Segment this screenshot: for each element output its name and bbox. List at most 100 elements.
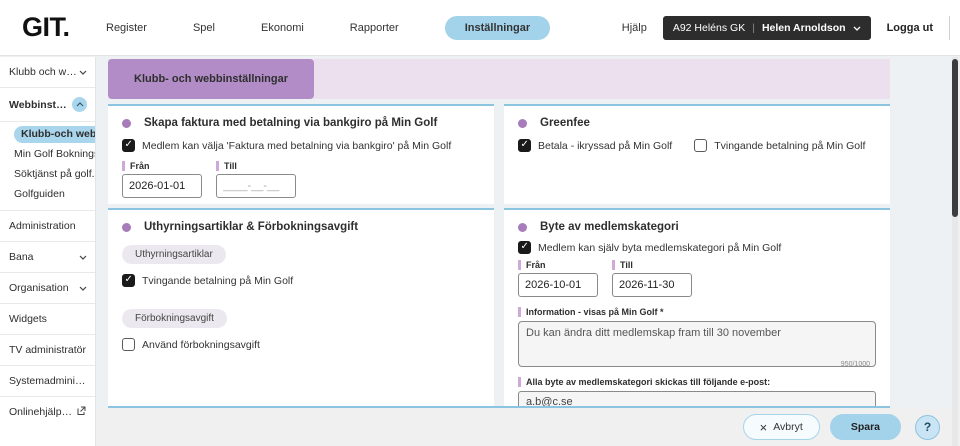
nav-spel[interactable]: Spel bbox=[192, 21, 215, 34]
uthyrning-tvingande-label: Tvingande betalning på Min Golf bbox=[142, 274, 294, 287]
nav-installningar-active[interactable]: Inställningar bbox=[444, 15, 551, 40]
chevron-down-icon bbox=[79, 66, 87, 78]
sidebar-item-bana[interactable]: Bana bbox=[0, 241, 95, 272]
panel-byte-medlemskategori: Byte av medlemskategori Medlem kan själv… bbox=[504, 208, 890, 406]
char-counter: 950/1000 bbox=[840, 361, 870, 368]
from-label: Från bbox=[122, 161, 202, 171]
cancel-label: Avbryt bbox=[773, 421, 803, 433]
content-region: Klubb- och webbinställningar Skapa faktu… bbox=[108, 59, 890, 408]
email-label: Alla byte av medlemskategori skickas til… bbox=[518, 377, 876, 387]
panel-header: Greenfee bbox=[518, 117, 876, 129]
uthyrningsartiklar-tag: Uthyrningsartiklar bbox=[122, 245, 226, 264]
external-link-icon bbox=[77, 406, 87, 418]
git-logo: GIT. bbox=[22, 12, 70, 42]
email-input[interactable] bbox=[518, 391, 876, 406]
sidebar-item-systemadministrator[interactable]: Systemadministratör bbox=[0, 365, 95, 396]
bullet-icon bbox=[518, 118, 527, 128]
info-textarea[interactable]: Du kan ändra ditt medlemskap fram till 3… bbox=[518, 321, 876, 367]
byte-to-input[interactable] bbox=[612, 273, 692, 297]
till-label: Till bbox=[216, 161, 296, 171]
tab-klubb-och-webbinstallningar[interactable]: Klubb- och webbinställningar bbox=[108, 59, 314, 99]
faktura-from-input[interactable] bbox=[122, 174, 202, 198]
panel-skapa-faktura: Skapa faktura med betalning via bankgiro… bbox=[108, 104, 494, 204]
forbokningsavgift-tag: Förbokningsavgift bbox=[122, 309, 227, 328]
sidebar-item-administration[interactable]: Administration bbox=[0, 210, 95, 241]
sidebar-item-klubb-och-webbinfo[interactable]: Klubb och webbinfo bbox=[0, 57, 95, 87]
topbar-divider bbox=[949, 15, 950, 40]
from-label: Från bbox=[518, 260, 598, 270]
greenfee-betala-checkbox[interactable] bbox=[518, 139, 531, 152]
vertical-scrollbar[interactable] bbox=[952, 57, 958, 446]
byte-to-field: Till bbox=[612, 260, 692, 297]
nav-register[interactable]: Register bbox=[106, 21, 147, 34]
faktura-to-input[interactable] bbox=[216, 174, 296, 198]
faktura-from-field: Från bbox=[122, 161, 202, 198]
panel-header: Skapa faktura med betalning via bankgiro… bbox=[122, 117, 480, 129]
footer-bar: × Avbryt Spara ? bbox=[96, 408, 960, 446]
panel-title: Greenfee bbox=[540, 117, 590, 129]
topbar-right: Hjälp A92 Heléns GK | Helen Arnoldson Lo… bbox=[621, 15, 960, 40]
byte-checkbox-row: Medlem kan själv byta medlemskategori på… bbox=[518, 241, 876, 254]
bullet-icon bbox=[122, 118, 131, 128]
panel-uthyrningsartiklar: Uthyrningsartiklar & Förbokningsavgift U… bbox=[108, 208, 494, 406]
info-textarea-wrap: Du kan ändra ditt medlemskap fram till 3… bbox=[518, 321, 876, 372]
sidebar-item-onlinehjalpen[interactable]: Onlinehjälpen Instäl... bbox=[0, 396, 95, 427]
greenfee-tvingande-label: Tvingande betalning på Min Golf bbox=[714, 139, 866, 152]
panel-grid: Skapa faktura med betalning via bankgiro… bbox=[108, 104, 890, 406]
greenfee-tvingande-row: Tvingande betalning på Min Golf bbox=[694, 139, 865, 152]
main-nav: Register Spel Ekonomi Rapporter Inställn… bbox=[106, 15, 551, 40]
sidebar-item-soktjanst[interactable]: Söktjänst på golf.se bbox=[14, 168, 95, 180]
save-button[interactable]: Spara bbox=[829, 414, 901, 440]
close-icon: × bbox=[759, 419, 768, 435]
uthyrning-tvingande-checkbox[interactable] bbox=[122, 274, 135, 287]
sidebar-item-widgets[interactable]: Widgets bbox=[0, 303, 95, 334]
panel-header: Uthyrningsartiklar & Förbokningsavgift bbox=[122, 221, 480, 233]
tab-strip: Klubb- och webbinställningar bbox=[108, 59, 890, 99]
info-label: Information - visas på Min Golf * bbox=[518, 307, 876, 317]
greenfee-checkbox-row: Betala - ikryssad på Min Golf Tvingande … bbox=[518, 139, 876, 152]
bullet-icon bbox=[518, 222, 527, 232]
club-name: A92 Heléns GK bbox=[672, 21, 746, 34]
nav-ekonomi[interactable]: Ekonomi bbox=[261, 21, 304, 34]
club-user-dropdown[interactable]: A92 Heléns GK | Helen Arnoldson bbox=[662, 15, 871, 40]
byte-checkbox-label: Medlem kan själv byta medlemskategori på… bbox=[538, 241, 782, 254]
greenfee-betala-label: Betala - ikryssad på Min Golf bbox=[538, 139, 673, 152]
faktura-checkbox-row: Medlem kan välja 'Faktura med betalning … bbox=[122, 139, 480, 152]
cancel-button[interactable]: × Avbryt bbox=[742, 414, 820, 440]
chevron-up-icon bbox=[72, 97, 87, 112]
nav-rapporter[interactable]: Rapporter bbox=[349, 21, 399, 34]
till-label: Till bbox=[612, 260, 692, 270]
main-area: Klubb- och webbinställningar Skapa faktu… bbox=[96, 57, 960, 446]
logout-button[interactable]: Logga ut bbox=[886, 21, 933, 34]
greenfee-betala-row: Betala - ikryssad på Min Golf bbox=[518, 139, 672, 152]
byte-date-row: Från Till bbox=[518, 260, 876, 297]
panel-title: Byte av medlemskategori bbox=[540, 221, 679, 233]
sidebar-item-klubb-webbinstallningar-active[interactable]: Klubb-och webbinstäl... bbox=[0, 124, 95, 144]
uthyrning-tvingande-row: Tvingande betalning på Min Golf bbox=[122, 274, 480, 287]
anvand-forbokning-checkbox[interactable] bbox=[122, 338, 135, 351]
greenfee-tvingande-checkbox[interactable] bbox=[694, 139, 708, 152]
panel-title: Skapa faktura med betalning via bankgiro… bbox=[144, 117, 438, 129]
panel-header: Byte av medlemskategori bbox=[518, 221, 876, 233]
byte-from-field: Från bbox=[518, 260, 598, 297]
byte-checkbox[interactable] bbox=[518, 241, 531, 254]
anvand-forbokning-row: Använd förbokningsavgift bbox=[122, 338, 480, 351]
panel-greenfee: Greenfee Betala - ikryssad på Min Golf T… bbox=[504, 104, 890, 204]
faktura-date-row: Från Till bbox=[122, 161, 480, 198]
sidebar-item-min-golf-bokningsapp[interactable]: Min Golf Bokningsapp bbox=[14, 148, 95, 160]
help-button[interactable]: ? bbox=[915, 414, 940, 440]
sidebar-sublist: Klubb-och webbinstäl... Min Golf Bokning… bbox=[0, 121, 95, 210]
help-link[interactable]: Hjälp bbox=[621, 21, 647, 34]
scrollbar-thumb[interactable] bbox=[952, 59, 958, 217]
byte-from-input[interactable] bbox=[518, 273, 598, 297]
sidebar-item-golfguiden[interactable]: Golfguiden bbox=[14, 188, 65, 200]
sidebar-item-organisation[interactable]: Organisation bbox=[0, 272, 95, 303]
sidebar: Klubb och webbinfo Webbinställningar Klu… bbox=[0, 57, 96, 446]
bullet-icon bbox=[122, 222, 131, 232]
chevron-down-icon bbox=[853, 22, 861, 34]
sidebar-item-tv-administrator[interactable]: TV administratör bbox=[0, 334, 95, 365]
faktura-checkbox[interactable] bbox=[122, 139, 135, 152]
sidebar-item-webbinstallningar[interactable]: Webbinställningar bbox=[0, 87, 95, 121]
faktura-checkbox-label: Medlem kan välja 'Faktura med betalning … bbox=[142, 139, 452, 152]
